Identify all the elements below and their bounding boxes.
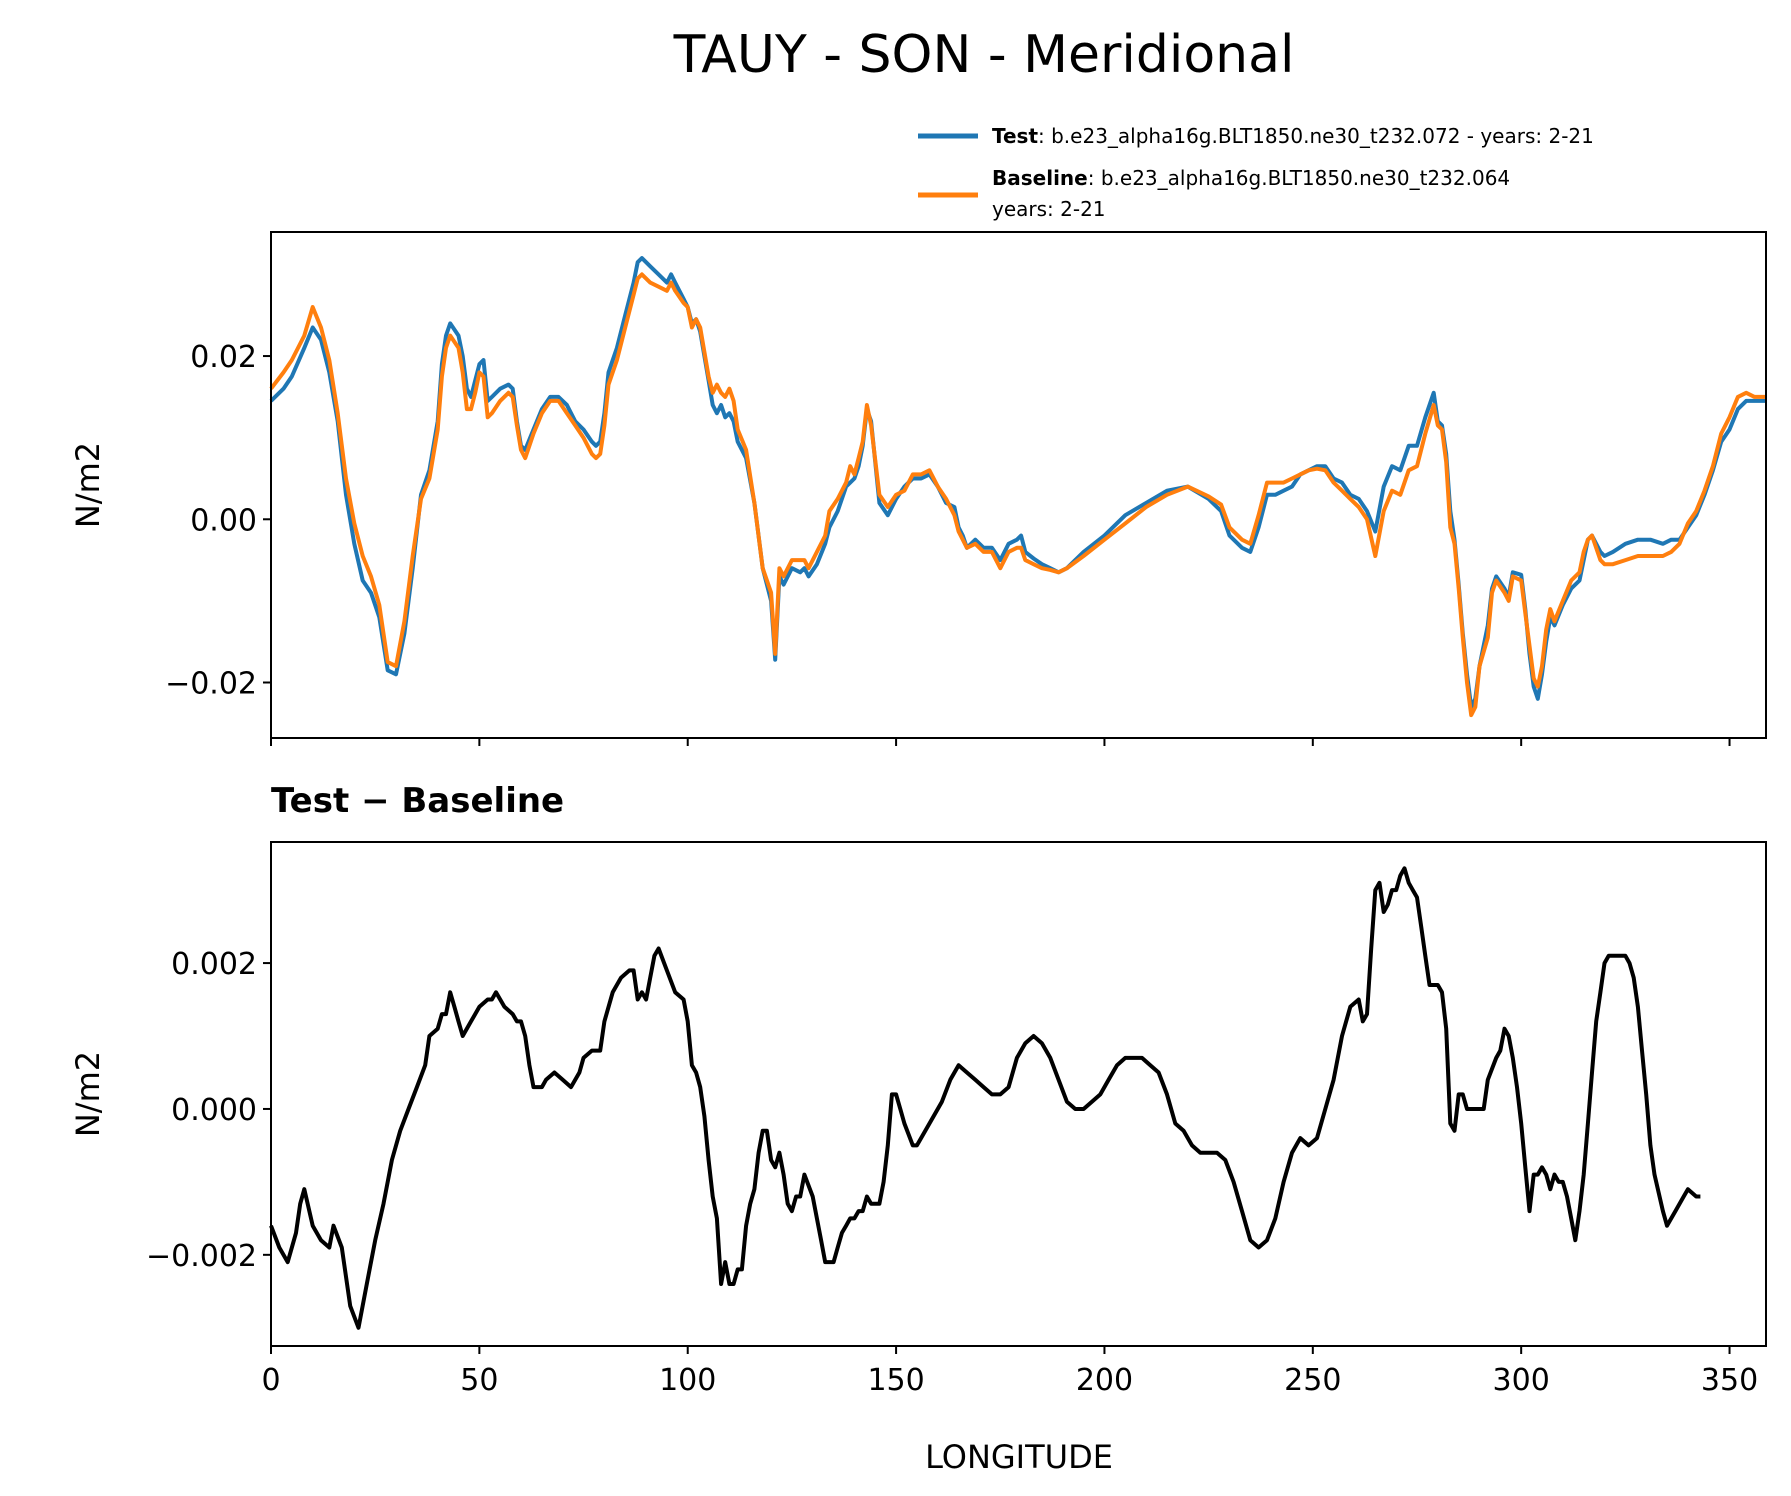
x-tick-label: 150 xyxy=(867,1363,924,1398)
y-axis-label: N/m2 xyxy=(69,1051,107,1137)
x-tick-label: 300 xyxy=(1493,1363,1550,1398)
y-tick-label: 0.000 xyxy=(171,1093,257,1128)
x-tick-label: 50 xyxy=(460,1363,498,1398)
y-tick-label: −0.02 xyxy=(165,667,257,702)
y-tick-label: 0.002 xyxy=(171,947,257,982)
panel-bottom-title: Test − Baseline xyxy=(271,781,564,821)
legend: Test: b.e23_alpha16g.BLT1850.ne30_t232.0… xyxy=(918,124,1594,221)
y-tick-label: −0.002 xyxy=(146,1239,257,1274)
x-tick-label: 0 xyxy=(261,1363,280,1398)
y-axis-label: N/m2 xyxy=(69,442,107,528)
y-tick-label: 0.00 xyxy=(190,503,257,538)
x-tick-label: 100 xyxy=(659,1363,716,1398)
series-line-difference xyxy=(269,866,1701,1330)
panel-bottom: −0.002 0.000 0.002 0 50 100 150 200 250 300 350 N/m… xyxy=(69,841,1767,1398)
legend-desc-baseline: : b.e23_alpha16g.BLT1850.ne30_t232.064 xyxy=(1088,166,1510,190)
x-tick-label: 200 xyxy=(1076,1363,1133,1398)
x-axis-label: LONGITUDE xyxy=(925,1438,1113,1476)
x-tick-label: 350 xyxy=(1701,1363,1758,1398)
chart-title: TAUY - SON - Meridional xyxy=(673,25,1295,85)
legend-desc-baseline-years: years: 2-21 xyxy=(992,197,1106,221)
series-line-baseline xyxy=(269,272,1766,718)
legend-label-test: Test xyxy=(992,124,1038,148)
plot-frame xyxy=(270,231,1767,739)
x-tick-label: 250 xyxy=(1284,1363,1341,1398)
series-line-test xyxy=(269,256,1766,709)
panel-top: −0.02 0.00 0.02 N/m2 xyxy=(69,231,1767,746)
plot-frame xyxy=(270,841,1767,1347)
y-tick-label: 0.02 xyxy=(190,340,257,375)
legend-label-baseline: Baseline xyxy=(992,166,1088,190)
legend-desc-test: : b.e23_alpha16g.BLT1850.ne30_t232.072 -… xyxy=(1038,124,1594,148)
legend-text-test: Test: b.e23_alpha16g.BLT1850.ne30_t232.0… xyxy=(992,124,1594,148)
legend-text-baseline: Baseline: b.e23_alpha16g.BLT1850.ne30_t2… xyxy=(992,166,1510,190)
